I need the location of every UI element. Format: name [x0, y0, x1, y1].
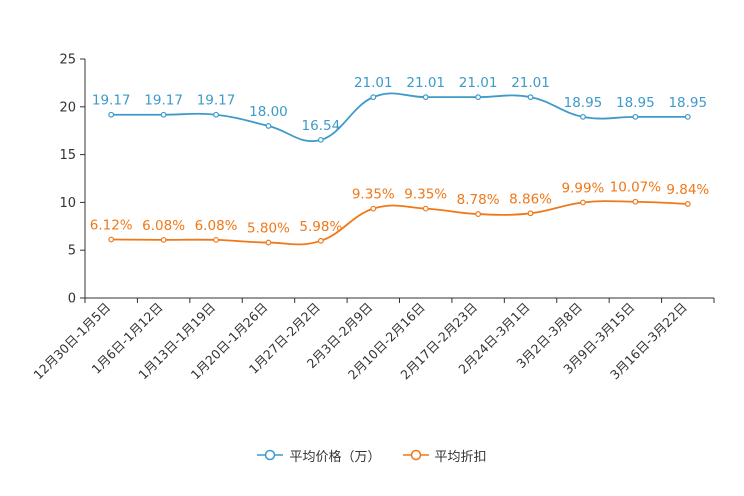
- data-label: 6.08%: [195, 218, 238, 234]
- data-point: [160, 236, 167, 243]
- data-point: [317, 136, 324, 143]
- y-tick-label: 10: [59, 196, 76, 211]
- y-tick-label: 0: [68, 292, 76, 307]
- data-point: [580, 199, 586, 206]
- data-label: 6.12%: [90, 217, 133, 233]
- data-point: [580, 113, 586, 120]
- data-label: 21.01: [406, 75, 445, 91]
- y-tick-label: 25: [59, 53, 76, 68]
- data-point: [527, 94, 534, 101]
- series-line: [111, 92, 688, 143]
- data-label: 21.01: [354, 75, 393, 91]
- data-label: 21.01: [459, 75, 498, 91]
- data-point: [213, 111, 219, 118]
- data-label: 10.07%: [610, 180, 662, 196]
- series-discount: 6.12% 6.08% 6.08% 5.80% 5.98% 9.35% 9.35% 8.78%…: [90, 180, 709, 246]
- data-point: [684, 113, 691, 120]
- data-point: [422, 94, 429, 101]
- data-point: [108, 111, 115, 118]
- data-label: 19.17: [197, 93, 236, 109]
- line-chart: 051015202512月30日-1月5日1月6日-1月12日1月13日-1月1…: [30, 53, 715, 382]
- data-label: 21.01: [511, 75, 550, 91]
- data-label: 8.86%: [509, 191, 552, 207]
- data-point: [213, 236, 219, 243]
- data-label: 5.98%: [299, 219, 342, 235]
- axes: 051015202512月30日-1月5日1月6日-1月12日1月13日-1月1…: [30, 53, 715, 382]
- y-tick-label: 15: [59, 148, 76, 163]
- data-label: 9.35%: [404, 187, 447, 203]
- data-label: 9.84%: [666, 182, 709, 198]
- data-point: [370, 94, 377, 101]
- legend-item-price[interactable]: 平均价格（万）: [257, 446, 381, 465]
- data-point: [160, 111, 167, 118]
- data-label: 19.17: [144, 93, 183, 109]
- y-tick-label: 20: [59, 100, 76, 115]
- data-label: 9.35%: [352, 187, 395, 203]
- data-label: 8.78%: [457, 192, 500, 208]
- data-label: 19.17: [92, 93, 131, 109]
- legend-marker-price: [257, 449, 284, 461]
- data-point: [370, 205, 377, 212]
- data-point: [632, 198, 639, 205]
- series-price: 19.17 19.17 19.17 18.00 16.54 21.01 21.01 21.01…: [92, 75, 707, 143]
- data-label: 18.95: [564, 95, 603, 111]
- data-label: 16.54: [302, 118, 341, 134]
- legend-label-price: 平均价格（万）: [289, 449, 381, 465]
- y-tick-label: 5: [68, 244, 76, 259]
- series-line: [111, 200, 688, 246]
- data-point: [475, 94, 482, 101]
- data-point: [475, 211, 482, 217]
- data-label: 18.95: [668, 95, 707, 111]
- legend-marker-discount: [402, 449, 429, 461]
- data-label: 5.80%: [247, 221, 290, 237]
- data-label: 6.08%: [142, 218, 185, 234]
- data-point: [422, 205, 429, 212]
- legend-label-discount: 平均折扣: [434, 449, 487, 465]
- data-point: [317, 237, 324, 244]
- legend: 平均价格（万） 平均折扣: [0, 444, 744, 466]
- data-point: [527, 210, 534, 217]
- data-point: [632, 113, 639, 120]
- legend-item-discount[interactable]: 平均折扣: [402, 446, 487, 465]
- data-point: [684, 201, 691, 207]
- data-label: 18.00: [249, 104, 288, 120]
- data-label: 18.95: [616, 95, 655, 111]
- data-point: [108, 236, 115, 243]
- data-point: [265, 123, 272, 129]
- series-layer: 19.17 19.17 19.17 18.00 16.54 21.01 21.01 21.01…: [90, 75, 709, 246]
- data-point: [265, 239, 272, 246]
- data-label: 9.99%: [562, 180, 605, 196]
